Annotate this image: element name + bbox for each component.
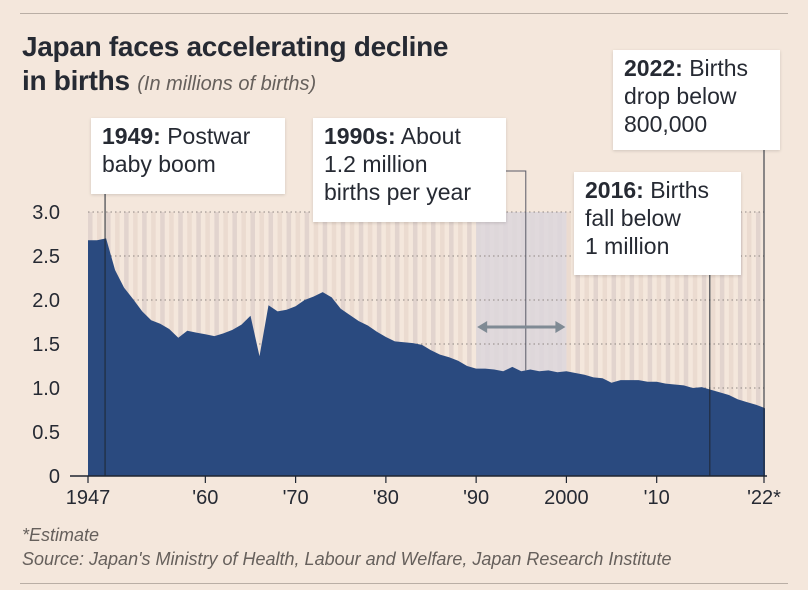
- x-axis: 1947 '60 '70 '80 '90 2000 '10 '22*: [66, 475, 781, 509]
- stripe-1986: [440, 212, 445, 476]
- callout-1949-line: baby boom: [102, 151, 216, 177]
- x-tick-label-1970: '70: [283, 487, 309, 509]
- callout-1949: 1949: Postwar baby boom: [91, 118, 285, 194]
- callout-2022-text: Births: [689, 55, 749, 81]
- y-tick-label-0: 0: [49, 466, 60, 488]
- stripe-2015: [701, 212, 707, 476]
- callout-2022: 2022: Births drop below 800,000: [613, 50, 780, 150]
- stripe-1988: [458, 212, 463, 476]
- x-tick-label-2010: '10: [644, 487, 670, 509]
- callout-1990s-line-2: births per year: [324, 179, 472, 205]
- callout-1990s-year: 1990s:: [324, 123, 396, 149]
- y-tick-label-1.5: 1.5: [32, 334, 60, 356]
- stripe-1984: [421, 212, 427, 476]
- callout-1990s-text: About: [400, 123, 461, 149]
- callout-1949-year: 1949:: [102, 123, 161, 149]
- stripe-2006: [620, 212, 626, 476]
- callout-leader-lines: [104, 150, 765, 476]
- stripe-2010: [656, 212, 662, 476]
- y-tick-label-1.0: 1.0: [32, 378, 60, 400]
- callout-2016-line-2: 1 million: [585, 233, 670, 259]
- stripe-2011: [665, 212, 671, 476]
- title-line-1: Japan faces accelerating decline: [22, 31, 449, 62]
- callout-2022-line-1: drop below: [624, 83, 737, 109]
- arrow-head-left: [477, 321, 488, 333]
- x-tick-label-1990: '90: [463, 487, 489, 509]
- stripe-2020: [746, 212, 752, 476]
- stripe-1985: [431, 212, 436, 476]
- callout-2016: 2016: Births fall below 1 million: [574, 172, 741, 275]
- callout-1990s: 1990s: About 1.2 million births per year: [313, 118, 506, 222]
- stripe-2018: [728, 212, 734, 476]
- bottom-rule: [20, 583, 788, 584]
- callout-1949-text: Postwar: [167, 123, 251, 149]
- x-tick-label-1980: '80: [373, 487, 399, 509]
- callout-2016-year: 2016:: [585, 177, 644, 203]
- stripe-2005: [611, 212, 617, 476]
- stripe-2014: [692, 212, 698, 476]
- stripe-2012: [674, 212, 680, 476]
- arrow-head-right: [555, 321, 566, 333]
- 1990s-range-arrow: [477, 321, 566, 333]
- callout-2016-text: Births: [650, 177, 710, 203]
- births-area: [88, 238, 765, 476]
- stripe-1989: [467, 212, 472, 476]
- stripe-2002: [584, 212, 589, 476]
- source-note: Source: Japan's Ministry of Health, Labo…: [22, 549, 672, 569]
- stripe-2000: [566, 212, 571, 476]
- y-tick-label-0.5: 0.5: [32, 422, 60, 444]
- top-rule: [20, 13, 788, 14]
- callout-2022-year: 2022:: [624, 55, 683, 81]
- callout-1990s-line-1: 1.2 million: [324, 151, 428, 177]
- x-tick-label-2022: '22*: [747, 487, 781, 509]
- stripe-2001: [575, 212, 580, 476]
- stripe-2003: [593, 212, 599, 476]
- stripe-2016: [710, 212, 716, 476]
- stripe-2009: [647, 212, 653, 476]
- chart-title: Japan faces accelerating decline in birt…: [22, 30, 448, 101]
- callout-2016-line-1: fall below: [585, 205, 681, 231]
- stripe-2019: [737, 212, 743, 476]
- stripe-2004: [602, 212, 608, 476]
- callout-2022-line-2: 800,000: [624, 111, 708, 137]
- x-tick-label-2000: 2000: [544, 487, 589, 509]
- stripe-2021: [755, 212, 761, 476]
- y-tick-label-3.0: 3.0: [32, 202, 60, 224]
- stripe-2013: [683, 212, 689, 476]
- stripe-2007: [629, 212, 635, 476]
- footnote: *Estimate: [22, 525, 100, 545]
- title-line-2: in births: [22, 65, 130, 96]
- stripe-2017: [719, 212, 725, 476]
- stripe-1987: [449, 212, 454, 476]
- y-tick-label-2.5: 2.5: [32, 246, 60, 268]
- leader-1990s: [506, 170, 527, 371]
- chart-subtitle: (In millions of births): [137, 73, 317, 95]
- x-tick-label-1960: '60: [192, 487, 218, 509]
- y-tick-label-2.0: 2.0: [32, 290, 60, 312]
- y-axis: 0 0.5 1.0 1.5 2.0 2.5 3.0: [32, 202, 60, 488]
- stripe-2008: [638, 212, 644, 476]
- x-tick-label-1947: 1947: [66, 487, 111, 509]
